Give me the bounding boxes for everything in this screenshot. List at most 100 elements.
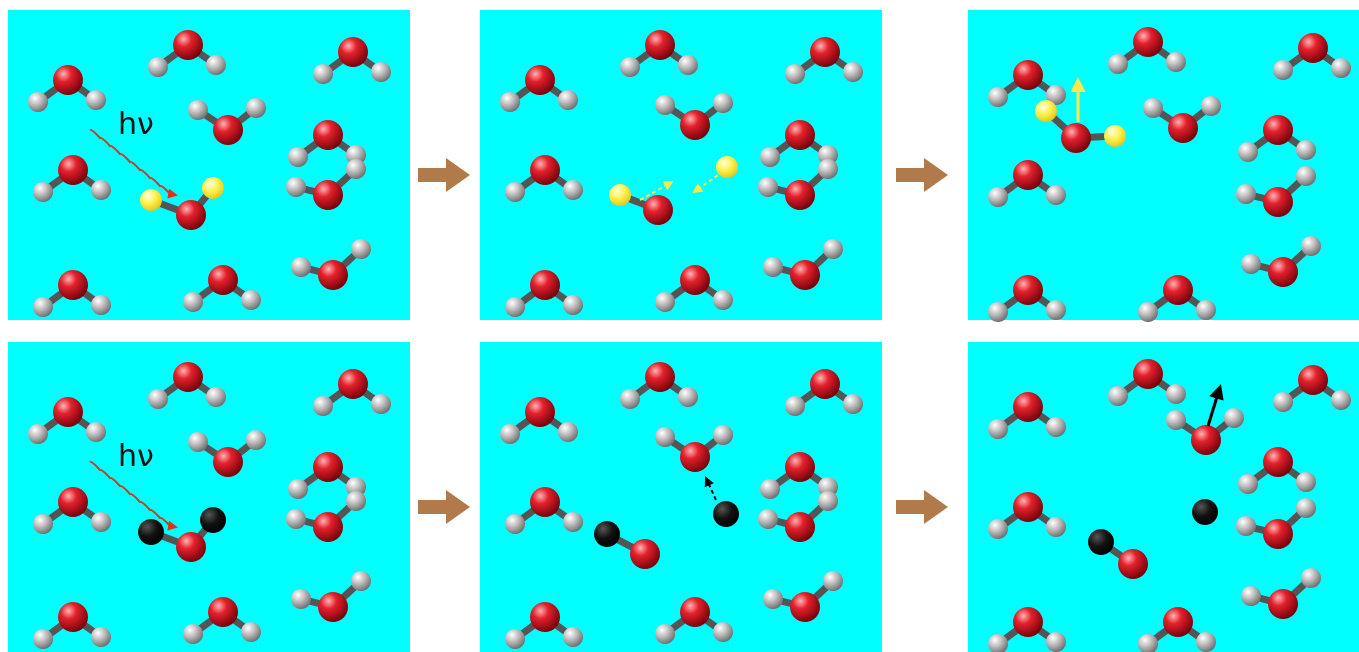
oxygen-atom (173, 362, 203, 392)
oxygen-atom (208, 597, 238, 627)
hydrogen-atom (823, 571, 843, 591)
excited-hydrogen-atom (202, 177, 224, 199)
hydrogen-atom (620, 57, 640, 77)
hydrogen-atom (1138, 302, 1158, 322)
hydrogen-atom (148, 389, 168, 409)
oxygen-atom (785, 512, 815, 542)
oxygen-atom (1013, 160, 1043, 190)
hydrogen-atom (758, 177, 778, 197)
hydrogen-atom (291, 589, 311, 609)
water-molecule (655, 597, 733, 644)
hydrogen-atom (1196, 300, 1216, 320)
water-molecule (33, 155, 111, 202)
hydrogen-atom (1236, 184, 1256, 204)
water-molecule (785, 37, 863, 84)
oxygen-atom (785, 120, 815, 150)
panel-content (500, 362, 863, 649)
water-molecule (763, 239, 843, 290)
oxygen-atom (643, 195, 673, 225)
hydrogen-atom (246, 430, 266, 450)
oxygen-atom (785, 452, 815, 482)
hydrogen-atom (713, 290, 733, 310)
hydrogen-atom (1301, 236, 1321, 256)
water-molecule (33, 270, 111, 317)
water-molecule (655, 425, 733, 472)
oxygen-atom (338, 369, 368, 399)
hydrogen-atom (33, 629, 53, 649)
hydrogen-atom (500, 92, 520, 112)
oxygen-atom (1263, 115, 1293, 145)
oxygen-atom (1263, 187, 1293, 217)
hydrogen-atom (1196, 632, 1216, 652)
water-molecule (1143, 96, 1221, 143)
photon-label: hν (118, 107, 154, 142)
water-molecule (183, 597, 261, 644)
hydrogen-atom (1273, 392, 1293, 412)
step-arrow (896, 158, 948, 192)
photon-label: hν (118, 439, 154, 474)
hydrogen-atom (91, 295, 111, 315)
oxygen-atom (1133, 27, 1163, 57)
hydrogen-atom (351, 239, 371, 259)
hydrogen-atom (620, 389, 640, 409)
oxygen-atom (313, 180, 343, 210)
water-molecule (655, 265, 733, 312)
water-molecule (1108, 359, 1186, 406)
oxygen-atom (213, 115, 243, 145)
hydrogen-atom (1166, 384, 1186, 404)
step-arrow (418, 490, 470, 524)
hydrogen-atom (1296, 166, 1316, 186)
water-molecule (28, 397, 106, 444)
oxygen-atom (530, 487, 560, 517)
water-molecule (288, 120, 366, 167)
water-molecule (988, 492, 1066, 539)
hydrogen-atom (563, 295, 583, 315)
water-molecule (620, 362, 698, 409)
hydrogen-atom (291, 257, 311, 277)
hydrogen-atom (563, 180, 583, 200)
hydrogen-atom (655, 95, 675, 115)
hydrogen-atom (346, 159, 366, 179)
hydrogen-atom (760, 147, 780, 167)
water-molecule (505, 487, 583, 534)
hydrogen-atom (1046, 517, 1066, 537)
hydrogen-atom (1046, 85, 1066, 105)
dashed-arrow (692, 174, 719, 194)
oxygen-atom (173, 30, 203, 60)
water-molecule (760, 120, 838, 167)
oxygen-atom (58, 602, 88, 632)
oxygen-atom (1263, 447, 1293, 477)
hydrogen-atom (785, 64, 805, 84)
hydrogen-atom (818, 491, 838, 511)
oxygen-atom (318, 592, 348, 622)
hydrogen-atom (563, 627, 583, 647)
hydrogen-atom (1143, 98, 1163, 118)
hydrogen-atom (91, 627, 111, 647)
hydrogen-atom (188, 100, 208, 120)
hydrogen-atom (505, 297, 525, 317)
hydrogen-atom (1046, 417, 1066, 437)
water-molecule (988, 60, 1066, 107)
hydrogen-atom (713, 622, 733, 642)
hydrogen-atom (1108, 54, 1128, 74)
hydrogen-atom (505, 514, 525, 534)
oxygen-atom (176, 532, 206, 562)
water-molecule (500, 65, 578, 112)
excited-hydrogen-atom (1104, 125, 1126, 147)
hydrogen-atom (346, 491, 366, 511)
water-molecule (500, 397, 578, 444)
hydrogen-atom (563, 512, 583, 532)
oxygen-atom (1168, 113, 1198, 143)
hydrogen-atom (33, 514, 53, 534)
hydrogen-atom (288, 479, 308, 499)
oxygen-atom (53, 397, 83, 427)
water-molecule (763, 571, 843, 622)
hydrogen-atom (286, 177, 306, 197)
hydrogen-atom (91, 180, 111, 200)
hydrogen-atom (1108, 386, 1128, 406)
detached-hydrogen-atom (1088, 529, 1114, 555)
oxygen-atom (313, 512, 343, 542)
water-molecule (505, 270, 583, 317)
panel-content (988, 27, 1351, 322)
